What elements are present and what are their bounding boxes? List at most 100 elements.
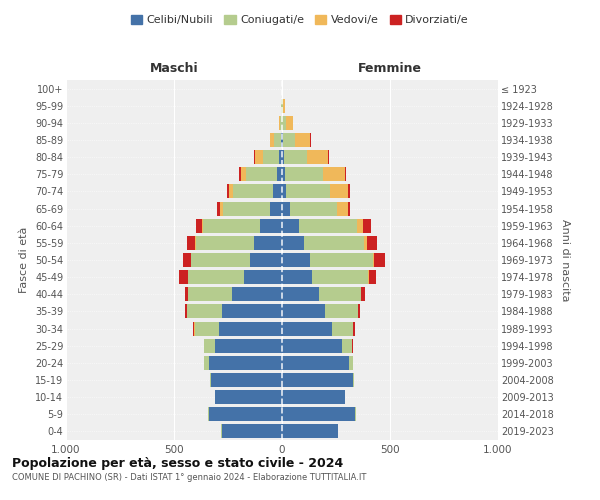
Bar bbox=[282, 288, 319, 302]
Bar bbox=[282, 133, 283, 147]
Bar bbox=[209, 408, 282, 422]
Bar bbox=[282, 236, 304, 250]
Text: Femmine: Femmine bbox=[358, 62, 422, 75]
Bar bbox=[282, 304, 325, 318]
Bar bbox=[254, 236, 282, 250]
Bar bbox=[194, 322, 220, 336]
Bar bbox=[337, 202, 348, 215]
Bar bbox=[280, 116, 281, 130]
Bar bbox=[364, 236, 367, 250]
Bar bbox=[193, 322, 194, 336]
Bar bbox=[250, 253, 282, 267]
Bar bbox=[279, 150, 282, 164]
Legend: Celibi/Nubili, Coniugati/e, Vedovi/e, Divorziati/e: Celibi/Nubili, Coniugati/e, Vedovi/e, Di… bbox=[127, 10, 473, 30]
Bar bbox=[204, 356, 209, 370]
Bar bbox=[270, 133, 274, 147]
Bar bbox=[185, 288, 188, 302]
Bar bbox=[312, 270, 368, 284]
Bar bbox=[279, 116, 280, 130]
Bar bbox=[286, 116, 293, 130]
Bar bbox=[241, 168, 247, 181]
Bar bbox=[282, 424, 338, 438]
Bar bbox=[282, 253, 310, 267]
Bar bbox=[254, 150, 255, 164]
Bar bbox=[203, 218, 260, 232]
Bar bbox=[185, 304, 187, 318]
Bar bbox=[221, 304, 282, 318]
Bar bbox=[211, 373, 282, 387]
Bar bbox=[274, 184, 282, 198]
Bar bbox=[290, 202, 337, 215]
Bar bbox=[353, 373, 355, 387]
Bar bbox=[286, 184, 329, 198]
Bar bbox=[220, 322, 282, 336]
Bar bbox=[255, 150, 263, 164]
Bar bbox=[270, 202, 282, 215]
Bar bbox=[368, 270, 369, 284]
Bar bbox=[260, 218, 282, 232]
Bar bbox=[202, 218, 203, 232]
Bar bbox=[277, 168, 282, 181]
Y-axis label: Anni di nascita: Anni di nascita bbox=[560, 219, 571, 301]
Bar bbox=[373, 253, 374, 267]
Bar bbox=[179, 270, 188, 284]
Bar bbox=[282, 270, 312, 284]
Bar bbox=[283, 98, 285, 112]
Bar bbox=[244, 270, 282, 284]
Bar bbox=[310, 253, 373, 267]
Bar bbox=[349, 356, 353, 370]
Bar bbox=[284, 150, 307, 164]
Bar bbox=[227, 184, 229, 198]
Bar bbox=[209, 356, 282, 370]
Bar bbox=[282, 373, 353, 387]
Bar bbox=[221, 424, 282, 438]
Bar bbox=[274, 133, 281, 147]
Bar bbox=[187, 304, 221, 318]
Bar bbox=[299, 218, 356, 232]
Bar bbox=[282, 150, 284, 164]
Bar bbox=[319, 288, 361, 302]
Bar bbox=[195, 236, 196, 250]
Bar bbox=[209, 373, 211, 387]
Bar bbox=[282, 184, 286, 198]
Y-axis label: Fasce di età: Fasce di età bbox=[19, 227, 29, 293]
Bar bbox=[374, 253, 385, 267]
Bar bbox=[369, 270, 376, 284]
Bar bbox=[282, 202, 290, 215]
Bar bbox=[239, 168, 241, 181]
Bar bbox=[328, 150, 329, 164]
Bar bbox=[188, 288, 232, 302]
Bar bbox=[283, 116, 286, 130]
Bar bbox=[183, 253, 191, 267]
Bar bbox=[215, 338, 282, 352]
Bar bbox=[361, 288, 365, 302]
Bar bbox=[282, 168, 285, 181]
Bar bbox=[233, 184, 274, 198]
Bar bbox=[229, 184, 233, 198]
Bar bbox=[304, 236, 364, 250]
Bar bbox=[187, 236, 195, 250]
Text: Maschi: Maschi bbox=[149, 62, 199, 75]
Bar bbox=[329, 184, 348, 198]
Text: Popolazione per età, sesso e stato civile - 2024: Popolazione per età, sesso e stato civil… bbox=[12, 458, 343, 470]
Bar bbox=[220, 202, 223, 215]
Bar bbox=[196, 236, 254, 250]
Bar bbox=[295, 133, 310, 147]
Bar bbox=[217, 202, 220, 215]
Bar bbox=[325, 304, 358, 318]
Bar bbox=[307, 150, 328, 164]
Bar bbox=[343, 338, 352, 352]
Bar bbox=[282, 390, 344, 404]
Bar bbox=[332, 322, 353, 336]
Bar bbox=[348, 202, 350, 215]
Bar bbox=[196, 218, 202, 232]
Bar bbox=[223, 202, 270, 215]
Bar bbox=[282, 218, 299, 232]
Bar bbox=[191, 253, 250, 267]
Bar bbox=[363, 218, 371, 232]
Bar bbox=[358, 304, 360, 318]
Bar bbox=[281, 133, 282, 147]
Bar bbox=[282, 356, 349, 370]
Bar bbox=[367, 236, 377, 250]
Bar bbox=[344, 168, 346, 181]
